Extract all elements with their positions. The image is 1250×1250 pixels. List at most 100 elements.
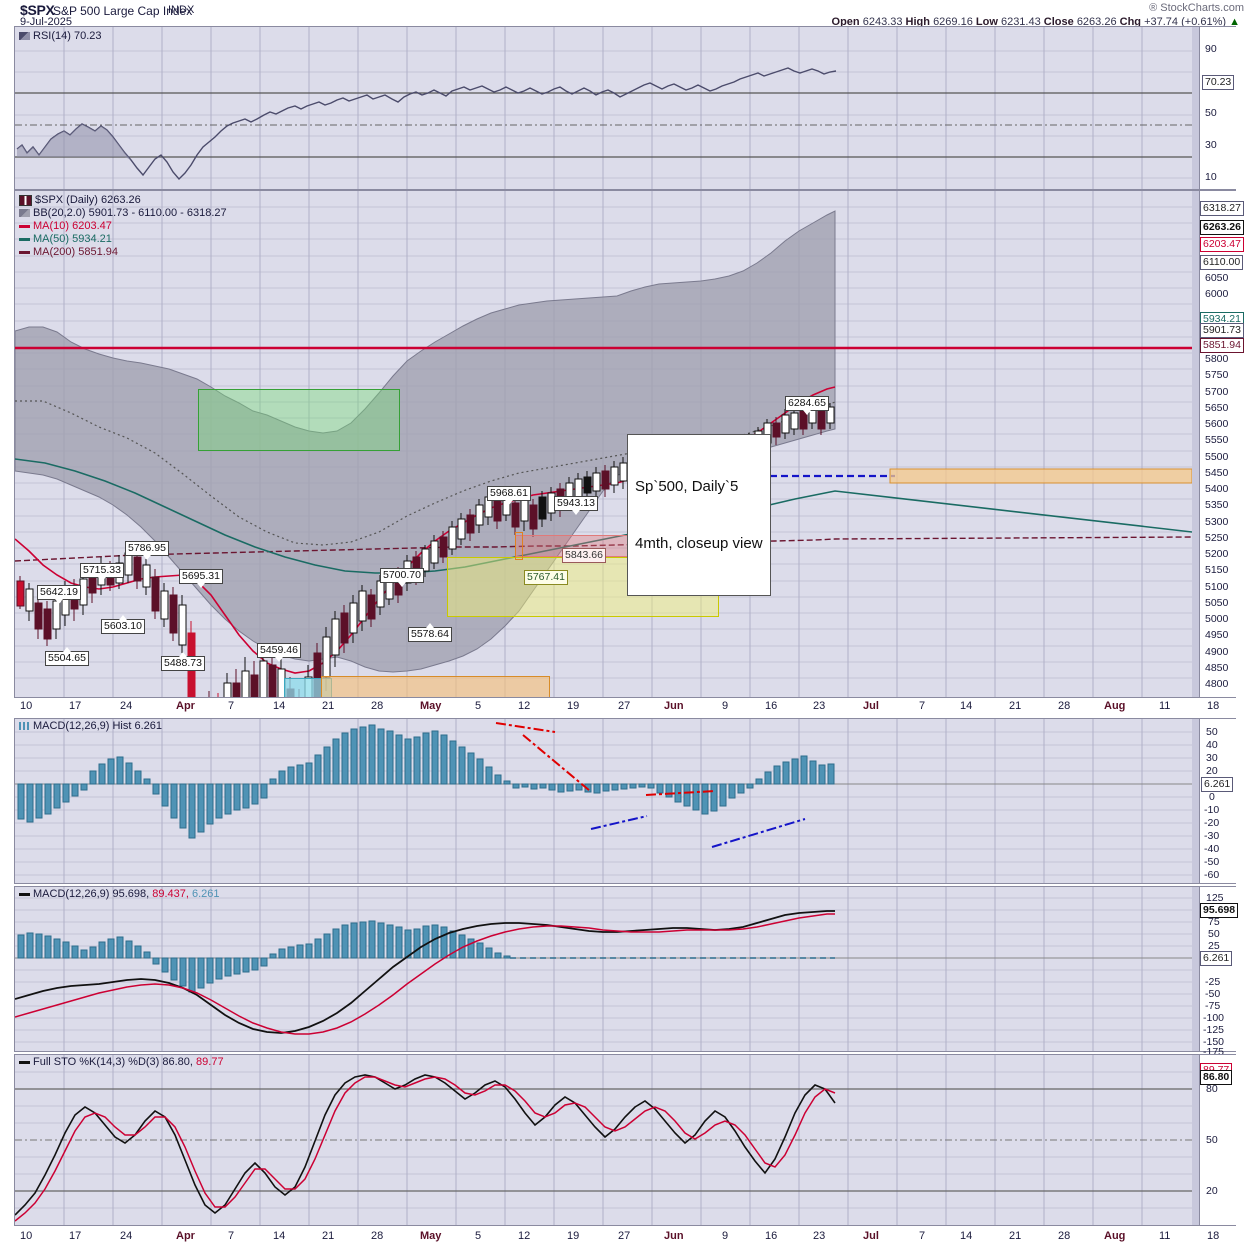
date-tick-18: 18	[1207, 1230, 1220, 1242]
macd-hist-panel: 50 40 30 20 0 -10 -20 -30 -40 -50 -60 6.…	[14, 718, 1236, 884]
price-tick-5750: 5750	[1205, 369, 1229, 381]
macdhist-tick-m50: -50	[1204, 856, 1220, 868]
date-tick-16: 16	[765, 700, 778, 712]
histogram-icon	[19, 722, 30, 731]
rsi-current-callout: 70.23	[1202, 75, 1235, 90]
macd-hist-callout: 6.261	[1200, 951, 1233, 966]
macdhist-tick-0: 0	[1209, 791, 1215, 803]
rsi-legend-text: RSI(14) 70.23	[33, 30, 102, 42]
stoch-tick-20: 20	[1206, 1185, 1218, 1197]
stoch-tick-50: 50	[1206, 1134, 1218, 1146]
date-axis-bottom: 10 17 24 Apr 7 14 21 28 May 5 12 19 27 Jun 9 16 23 Jul 7 14…	[14, 1228, 1236, 1248]
price-legend-ma50: MA(50) 5934.21	[33, 233, 112, 245]
price-tick-5550: 5550	[1205, 434, 1229, 446]
macd-hist-axis-band	[1192, 719, 1200, 883]
ma50-swatch-icon	[19, 237, 30, 241]
date-tick-12: 12	[518, 700, 531, 712]
macd-tick-75: 75	[1208, 916, 1220, 928]
price-legend-symbol: $SPX (Daily) 6263.26	[35, 194, 141, 206]
macd-y-axis: 125 75 50 25 -25 -50 -75 -100 -125 -150 …	[1200, 887, 1239, 1058]
date-tick-apr: Apr	[176, 1230, 195, 1242]
stochastic-legend: Full STO %K(14,3) %D(3) 86.80, 89.77	[19, 1056, 224, 1068]
date-tick-11: 11	[1159, 1230, 1171, 1242]
annotation-rect-orange-small	[515, 532, 523, 560]
price-flag-5459-46: 5459.46	[257, 643, 301, 662]
date-tick-17: 17	[69, 1230, 82, 1242]
date-tick-jul: Jul	[863, 700, 879, 712]
stoch-k-callout: 86.80	[1200, 1070, 1233, 1085]
high-label: High	[905, 16, 930, 28]
price-legend-bb: BB(20,2.0) 5901.73 - 6110.00 - 6318.27	[33, 207, 227, 219]
date-tick-24: 24	[120, 700, 133, 712]
open-label: Open	[831, 16, 860, 28]
price-callout-ma10: 6203.47	[1200, 237, 1244, 252]
price-tick-5650: 5650	[1205, 402, 1229, 414]
date-tick-21: 21	[322, 700, 335, 712]
price-callout-bb-mid: 6110.00	[1200, 255, 1244, 270]
note-line-1: Sp`500, Daily`5	[635, 478, 739, 495]
date-tick-28: 28	[1058, 700, 1071, 712]
macdhist-tick-m30: -30	[1204, 830, 1220, 842]
rsi-axis-band	[1192, 27, 1200, 189]
price-tick-6050: 6050	[1205, 272, 1229, 284]
stochastic-plot	[15, 1055, 1192, 1225]
date-tick-24: 24	[120, 1230, 133, 1242]
date-tick-21: 21	[1009, 1230, 1022, 1242]
macdhist-tick-m40: -40	[1204, 843, 1220, 855]
rsi-tick-10: 10	[1205, 171, 1217, 183]
stockcharts-watermark: ® StockCharts.com	[1149, 2, 1244, 14]
macd-current-callout: 95.698	[1200, 903, 1239, 918]
price-flag-6284-65: 6284.65	[785, 396, 829, 415]
price-callout-close: 6263.26	[1200, 220, 1244, 235]
price-flag-5715-33: 5715.33	[80, 563, 124, 582]
price-tick-5150: 5150	[1205, 564, 1229, 576]
low-label: Low	[975, 16, 998, 28]
date-tick-jul: Jul	[863, 1230, 879, 1242]
price-axis-band	[1192, 191, 1200, 697]
date-tick-17: 17	[69, 700, 82, 712]
price-legend-ma200-row: MA(200) 5851.94	[19, 246, 227, 259]
macd-axis-band	[1192, 887, 1200, 1051]
price-flag-5943-13: 5943.13	[554, 496, 598, 515]
macd-tick-25: 25	[1208, 940, 1220, 952]
price-legend: $SPX (Daily) 6263.26 BB(20,2.0) 5901.73 …	[19, 194, 227, 259]
macd-plot	[15, 887, 1192, 1051]
date-tick-9: 9	[722, 700, 729, 712]
price-flag-5578-64: 5578.64	[408, 623, 452, 642]
price-flag-5786-95: 5786.95	[125, 541, 169, 560]
date-tick-7: 7	[919, 700, 926, 712]
macd-hist-legend: MACD(12,26,9) Hist 6.261	[19, 720, 162, 732]
rsi-tick-50: 50	[1205, 107, 1217, 119]
price-svg	[15, 191, 1192, 697]
macd-tick-m125: -125	[1203, 1024, 1225, 1036]
date-tick-27: 27	[618, 1230, 631, 1242]
date-tick-10: 10	[20, 700, 33, 712]
price-legend-bb-row: BB(20,2.0) 5901.73 - 6110.00 - 6318.27	[19, 207, 227, 220]
price-tick-5800: 5800	[1205, 353, 1229, 365]
date-tick-19: 19	[567, 700, 580, 712]
macdhist-tick-m10: -10	[1204, 804, 1220, 816]
price-flag-5767-41: 5767.41	[524, 570, 568, 585]
bollinger-icon	[19, 209, 30, 218]
macd-legend-signal: 89.437,	[152, 888, 189, 900]
macd-panel: 125 75 50 25 -25 -50 -75 -100 -125 -150 …	[14, 886, 1239, 1058]
open-value: 6243.33	[862, 16, 903, 28]
ohlc-summary: Open 6243.33 High 6269.16 Low 6231.43 Cl…	[832, 16, 1240, 28]
chart-header: $SPX S&P 500 Large Cap Index INDX 9-Jul-…	[0, 0, 1250, 28]
price-tick-6000: 6000	[1205, 288, 1229, 300]
macd-legend-main: MACD(12,26,9) 95.698,	[33, 888, 150, 900]
date-tick-28: 28	[371, 700, 384, 712]
price-panel: 6284.656059.405968.615943.135943.235843.…	[14, 190, 1244, 698]
date-tick-16: 16	[765, 1230, 778, 1242]
price-tick-5000: 5000	[1205, 613, 1229, 625]
price-flag-5695-31: 5695.31	[179, 569, 223, 588]
date-tick-27: 27	[618, 700, 631, 712]
chart-annotation-note: Sp`500, Daily`5 4mth, closeup view	[627, 434, 771, 596]
change-arrow-icon: ▲	[1229, 16, 1240, 28]
price-flag-5968-61: 5968.61	[487, 486, 531, 505]
high-value: 6269.16	[933, 16, 973, 28]
price-tick-5200: 5200	[1205, 548, 1229, 560]
macd-hist-plot	[15, 719, 1192, 883]
date-tick-23: 23	[813, 700, 826, 712]
